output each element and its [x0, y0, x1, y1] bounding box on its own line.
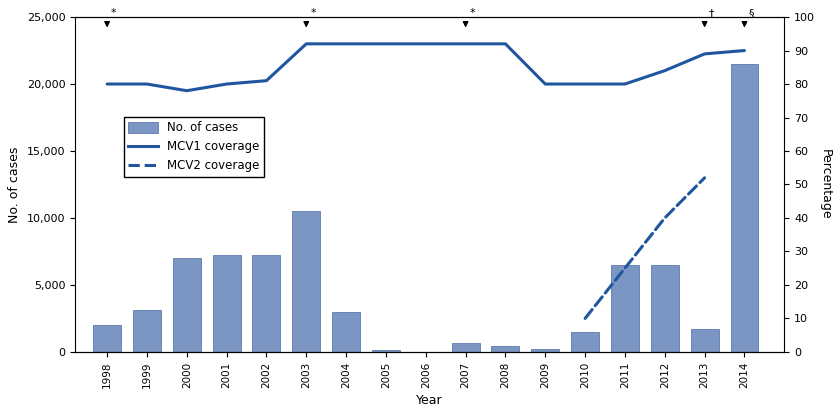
- Text: *: *: [111, 8, 117, 18]
- Bar: [731, 64, 759, 352]
- Y-axis label: Percentage: Percentage: [819, 149, 832, 220]
- Bar: [571, 332, 599, 352]
- Text: *: *: [470, 8, 475, 18]
- Bar: [532, 349, 559, 352]
- Legend: No. of cases, MCV1 coverage, MCV2 coverage: No. of cases, MCV1 coverage, MCV2 covera…: [123, 117, 265, 177]
- Text: *: *: [310, 8, 316, 18]
- Bar: [452, 342, 480, 352]
- Bar: [213, 256, 240, 352]
- Bar: [690, 329, 718, 352]
- Bar: [93, 325, 121, 352]
- Bar: [292, 211, 320, 352]
- Text: †: †: [709, 8, 714, 18]
- X-axis label: Year: Year: [417, 394, 443, 407]
- Bar: [173, 258, 201, 352]
- Bar: [372, 350, 400, 352]
- Text: §: §: [748, 8, 754, 18]
- Bar: [611, 265, 639, 352]
- Bar: [133, 310, 161, 352]
- Bar: [491, 346, 519, 352]
- Bar: [253, 256, 281, 352]
- Bar: [332, 312, 360, 352]
- Y-axis label: No. of cases: No. of cases: [8, 146, 21, 223]
- Bar: [651, 265, 679, 352]
